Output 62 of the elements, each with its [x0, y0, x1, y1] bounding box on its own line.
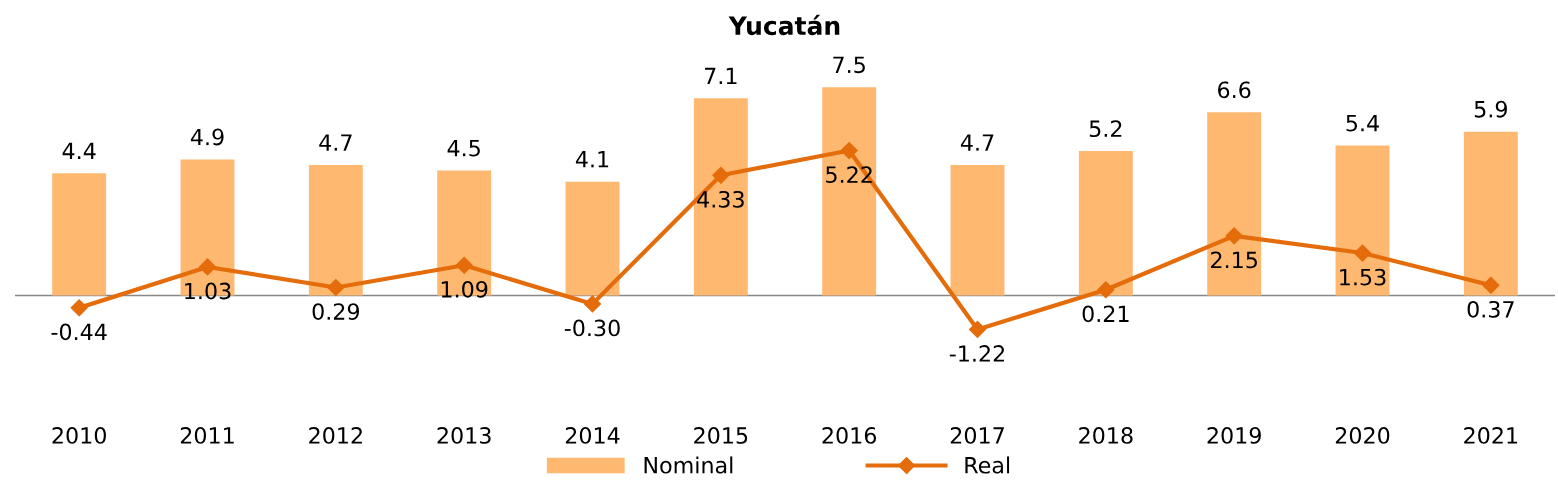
legend-label: Nominal: [644, 456, 733, 474]
x-tick-label: 2016: [822, 427, 877, 444]
data-label: 5.9: [1474, 100, 1507, 118]
bar: [308, 165, 363, 296]
point: [327, 278, 345, 297]
data-label: -1.22: [949, 345, 1005, 362]
x-tick-label: 2015: [694, 427, 748, 444]
data-label: 7.5: [833, 56, 865, 74]
data-label: 4.7: [960, 134, 994, 151]
x-tick-label: 2020: [1335, 427, 1390, 444]
chart-title: Yucatán: [728, 14, 840, 36]
point: [712, 166, 730, 184]
x-tick-label: 2021: [1464, 427, 1518, 444]
data-label: 5.2: [1089, 120, 1122, 138]
bar: [1207, 112, 1262, 296]
point: [1225, 227, 1243, 245]
data-label: -0.44: [51, 323, 107, 341]
x-tick-label: 2018: [1079, 427, 1133, 444]
x-tick-label: 2012: [309, 427, 362, 444]
bar: [1078, 151, 1133, 296]
point: [840, 142, 858, 160]
bar: [1335, 145, 1390, 296]
data-label: 6.6: [1218, 81, 1251, 99]
data-label: 1.53: [1340, 268, 1386, 286]
data-label: 4.5: [447, 140, 480, 157]
legend-label: Real: [965, 456, 1010, 474]
point: [70, 299, 88, 317]
x-tick-label: 2017: [950, 427, 1004, 444]
data-label: 7.1: [704, 67, 737, 84]
data-label: 1.09: [441, 280, 488, 298]
data-label: 1.03: [185, 282, 231, 300]
bar: [52, 173, 107, 296]
point: [455, 256, 473, 274]
data-label: -0.30: [564, 319, 620, 337]
bar: [693, 98, 748, 296]
x-tick-label: 2013: [437, 427, 491, 444]
data-label: 4.4: [62, 142, 96, 159]
data-label: 4.7: [319, 134, 352, 151]
data-label: 0.29: [312, 303, 360, 320]
x-tick-label: 2019: [1207, 427, 1261, 444]
data-label: 4.9: [190, 128, 224, 146]
data-label: 0.37: [1467, 300, 1514, 318]
x-tick-label: 2010: [52, 427, 106, 444]
point: [1353, 244, 1372, 262]
point: [583, 295, 602, 313]
data-label: 5.22: [826, 166, 872, 184]
data-label: 0.21: [1082, 305, 1129, 323]
data-label: 4.33: [697, 190, 744, 208]
bar: [822, 87, 877, 296]
x-tick-label: 2011: [180, 427, 234, 444]
point: [1097, 281, 1115, 299]
bar: [565, 181, 620, 296]
point: [968, 320, 987, 338]
bar: [950, 165, 1005, 296]
point: [198, 258, 217, 276]
point: [1482, 276, 1500, 294]
data-label: 2.15: [1211, 251, 1257, 269]
x-tick-label: 2014: [565, 427, 620, 444]
data-label: 5.4: [1346, 115, 1379, 132]
data-label: 4.1: [575, 151, 609, 168]
bar: [437, 170, 492, 296]
bar: [1463, 131, 1518, 296]
